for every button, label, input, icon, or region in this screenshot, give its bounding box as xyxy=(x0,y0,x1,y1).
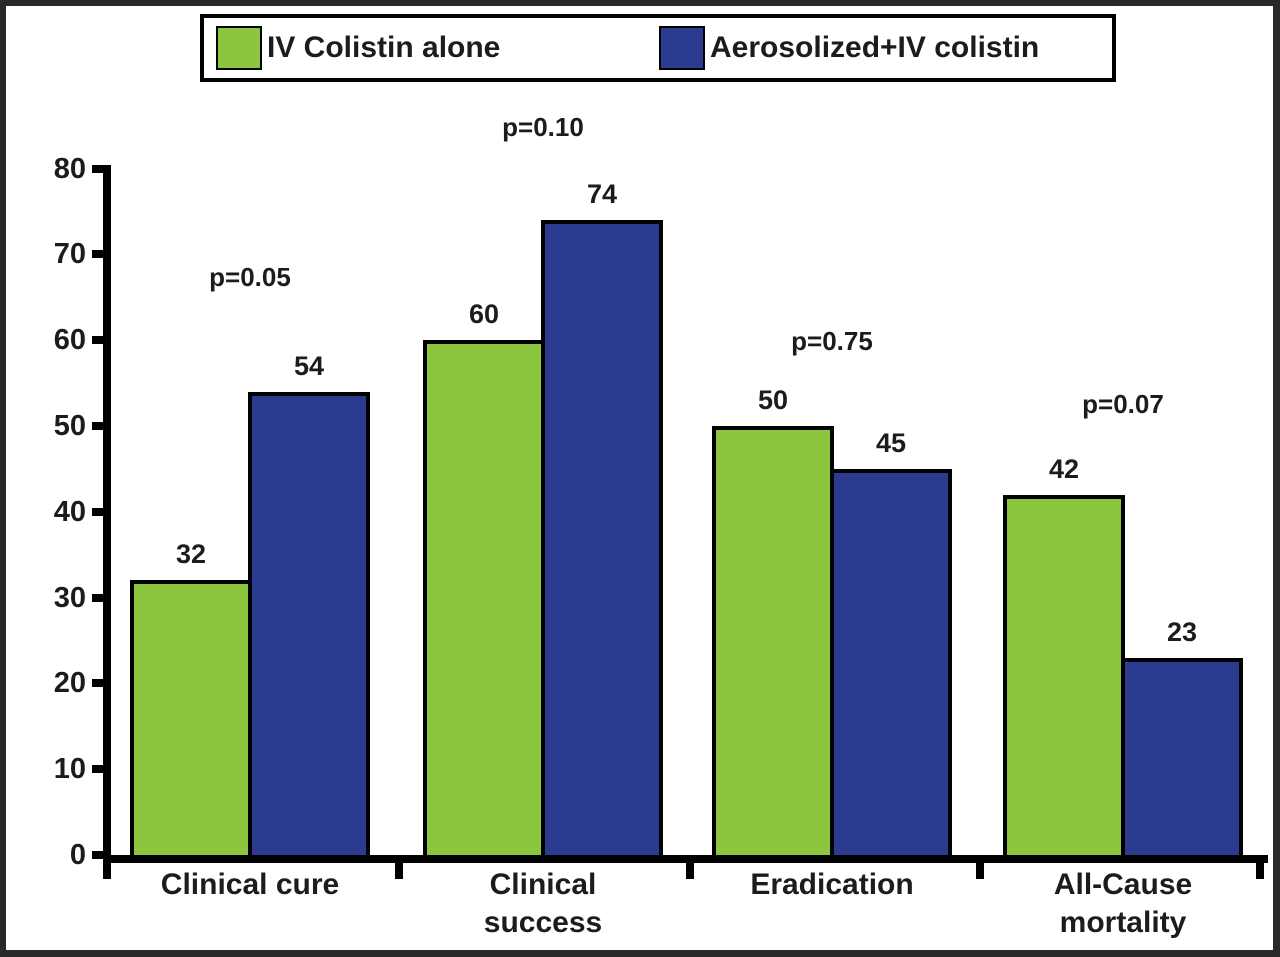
value-label-aerosolized-iv-colistin-clinical-cure: 54 xyxy=(293,351,325,381)
x-category-label-all-cause-mortality: All-Cause mortality xyxy=(1053,868,1193,939)
legend-label-aerosolized-iv-colistin: Aerosolized+IV colistin xyxy=(710,31,1040,64)
value-label-iv-colistin-alone-clinical-cure: 32 xyxy=(175,539,207,569)
bar-iv-colistin-alone-clinical-success xyxy=(423,340,545,861)
x-axis-line xyxy=(103,855,1268,863)
bar-aerosolized-iv-colistin-all-cause-mortality xyxy=(1121,658,1243,861)
legend-label-iv-colistin-alone: IV Colistin alone xyxy=(267,31,501,64)
legend-item-iv-colistin-alone: IV Colistin alone xyxy=(216,18,500,78)
x-axis-tick-3 xyxy=(976,855,984,879)
value-label-iv-colistin-alone-all-cause-mortality: 42 xyxy=(1048,454,1080,484)
y-tick-30 xyxy=(92,594,103,602)
bar-aerosolized-iv-colistin-clinical-cure xyxy=(248,392,370,861)
y-tick-50 xyxy=(92,422,103,430)
y-tick-label-80: 80 xyxy=(53,153,86,185)
value-label-iv-colistin-alone-eradication: 50 xyxy=(757,385,789,415)
y-tick-label-40: 40 xyxy=(53,496,86,528)
y-tick-label-60: 60 xyxy=(53,324,86,356)
y-tick-label-20: 20 xyxy=(53,667,86,699)
x-axis-tick-1 xyxy=(395,855,403,879)
p-value-label-clinical-success: p=0.10 xyxy=(502,112,584,142)
y-tick-label-10: 10 xyxy=(53,753,86,785)
y-tick-0 xyxy=(92,851,103,859)
value-label-iv-colistin-alone-clinical-success: 60 xyxy=(468,299,500,329)
x-axis-tick-2 xyxy=(686,855,694,879)
value-label-aerosolized-iv-colistin-clinical-success: 74 xyxy=(586,179,618,209)
x-category-label-clinical-cure: Clinical cure xyxy=(160,868,340,901)
y-tick-80 xyxy=(92,165,103,173)
value-label-aerosolized-iv-colistin-all-cause-mortality: 23 xyxy=(1166,617,1198,647)
p-value-label-clinical-cure: p=0.05 xyxy=(209,262,291,292)
y-axis-line xyxy=(103,165,111,863)
x-category-label-eradication: Eradication xyxy=(750,868,914,901)
legend-swatch-green xyxy=(216,26,262,70)
p-value-label-all-cause-mortality: p=0.07 xyxy=(1082,389,1164,419)
legend: IV Colistin alone Aerosolized+IV colisti… xyxy=(200,14,1116,82)
legend-swatch-blue xyxy=(659,26,705,70)
legend-item-aerosolized-iv-colistin: Aerosolized+IV colistin xyxy=(659,18,1039,78)
bar-iv-colistin-alone-clinical-cure xyxy=(130,580,252,861)
x-axis-tick-4 xyxy=(1256,855,1264,879)
value-label-aerosolized-iv-colistin-eradication: 45 xyxy=(875,428,907,458)
bar-iv-colistin-alone-eradication xyxy=(712,426,834,861)
bar-iv-colistin-alone-all-cause-mortality xyxy=(1003,495,1125,861)
y-tick-40 xyxy=(92,508,103,516)
y-tick-10 xyxy=(92,765,103,773)
y-tick-60 xyxy=(92,336,103,344)
y-tick-20 xyxy=(92,679,103,687)
x-category-label-clinical-success: Clinical success xyxy=(483,868,603,939)
y-tick-label-30: 30 xyxy=(53,582,86,614)
bar-aerosolized-iv-colistin-eradication xyxy=(830,469,952,861)
p-value-label-eradication: p=0.75 xyxy=(791,326,873,356)
y-tick-70 xyxy=(92,250,103,258)
y-tick-label-0: 0 xyxy=(69,839,86,871)
x-axis-tick-0 xyxy=(103,855,111,879)
y-tick-label-50: 50 xyxy=(53,410,86,442)
y-tick-label-70: 70 xyxy=(53,238,86,270)
chart-background: IV Colistin alone Aerosolized+IV colisti… xyxy=(6,6,1273,950)
bar-aerosolized-iv-colistin-clinical-success xyxy=(541,220,663,861)
